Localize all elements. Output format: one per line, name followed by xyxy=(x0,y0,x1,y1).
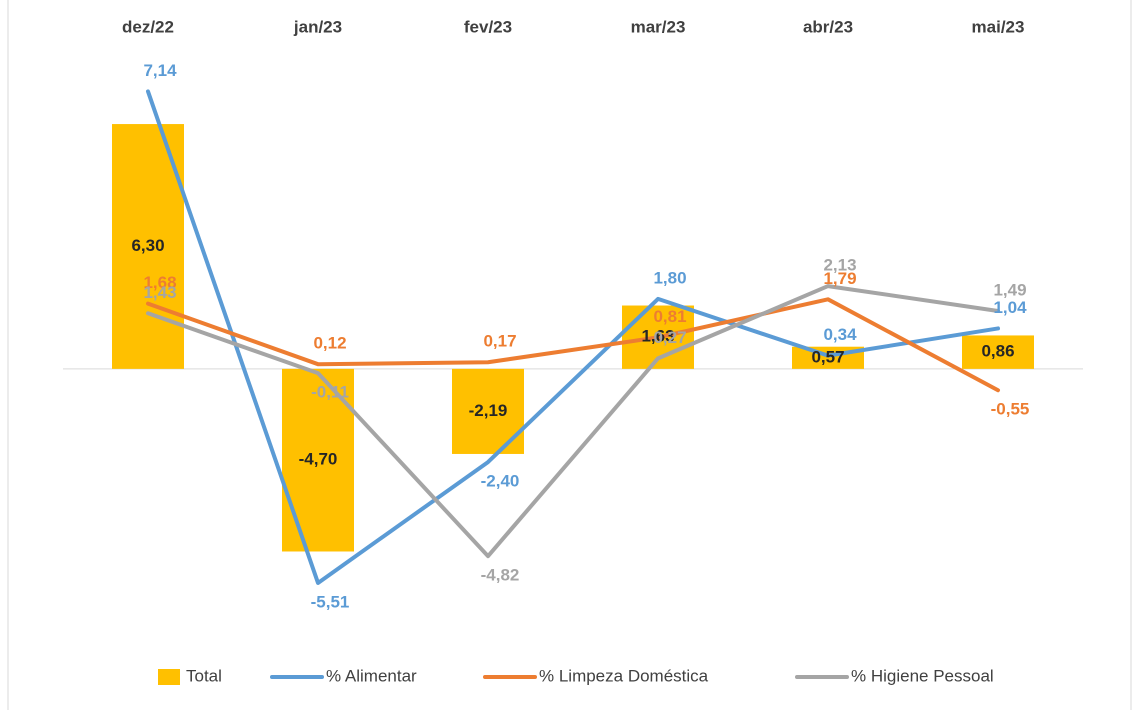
data-label: 1,79 xyxy=(823,269,856,288)
data-label: 0,34 xyxy=(823,325,857,344)
legend-label: % Alimentar xyxy=(326,666,417,685)
data-label: -0,11 xyxy=(311,383,349,402)
data-label: 1,80 xyxy=(653,268,686,287)
x-tick-label: mar/23 xyxy=(631,17,686,36)
x-tick-label: abr/23 xyxy=(803,17,853,36)
line xyxy=(146,284,1000,559)
data-label: 1,68 xyxy=(143,273,176,292)
data-label: -2,19 xyxy=(469,401,508,420)
line xyxy=(146,89,1000,585)
x-tick-label: mai/23 xyxy=(972,17,1025,36)
data-label: 0,17 xyxy=(483,332,516,351)
x-tick-label: dez/22 xyxy=(122,17,174,36)
data-label: 0,86 xyxy=(981,342,1014,361)
data-label: 1,43 xyxy=(143,283,176,302)
data-label: -4,82 xyxy=(481,566,520,585)
data-label: 0,27 xyxy=(653,328,686,347)
bar xyxy=(962,335,1034,369)
x-tick-label: jan/23 xyxy=(293,17,342,36)
data-label: 0,12 xyxy=(313,334,346,353)
data-label: 0,81 xyxy=(653,307,686,326)
data-label: -5,51 xyxy=(311,592,350,611)
legend-label: % Higiene Pessoal xyxy=(851,666,994,685)
line xyxy=(146,297,1000,393)
legend-label: % Limpeza Doméstica xyxy=(539,666,709,685)
legend-swatch xyxy=(158,669,180,685)
chart-border xyxy=(7,0,1132,710)
data-label: 1,63 xyxy=(641,327,674,346)
x-tick-label: fev/23 xyxy=(464,17,512,36)
data-label: -4,70 xyxy=(299,450,338,469)
data-label: -2,40 xyxy=(481,472,520,491)
data-label: -0,55 xyxy=(991,400,1030,419)
data-label: 1,04 xyxy=(993,298,1027,317)
data-label: 0,57 xyxy=(811,347,844,366)
data-label: 2,13 xyxy=(823,256,856,275)
data-label: 7,14 xyxy=(143,61,177,80)
data-label: 6,30 xyxy=(131,236,164,255)
legend-label: Total xyxy=(186,666,222,685)
data-label: 1,49 xyxy=(993,280,1026,299)
